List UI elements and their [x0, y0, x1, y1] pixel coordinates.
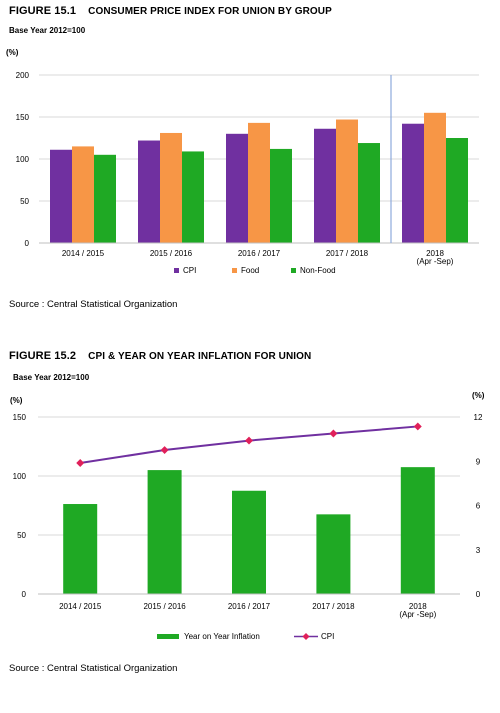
bar-cpi [226, 133, 248, 243]
legend-swatch-inflation [157, 634, 179, 639]
left-y-tick-label: 0 [22, 590, 27, 599]
legend-marker-cpi [302, 632, 310, 641]
bar-food [72, 146, 94, 243]
bar-non-food [358, 143, 380, 243]
cpi-line [80, 425, 418, 465]
x-tick-label: (Apr -Sep) [417, 257, 454, 266]
x-tick-label: 2015 / 2016 [150, 249, 193, 258]
legend-label: Food [241, 266, 259, 275]
cpi-point [245, 436, 253, 445]
legend-label: CPI [321, 632, 334, 641]
figure-1-number: FIGURE 15.1 [9, 5, 77, 17]
x-tick-label: 2014 / 2015 [62, 249, 105, 258]
cpi-point [329, 429, 338, 438]
x-tick-label: 2018 [409, 602, 427, 611]
bar-inflation [316, 514, 351, 594]
bar-inflation [232, 490, 266, 594]
figure-2-base-note: Base Year 2012=100 [13, 373, 90, 382]
x-tick-label: 2018 [426, 249, 444, 258]
cpi-point [76, 459, 85, 467]
cpi-inflation-chart: (%) (%) 0 50 100 150 0 3 6 9 12 2014 / 2015 2015 / 2… [10, 391, 485, 641]
y-tick-label: 100 [16, 155, 30, 164]
figure-2-number: FIGURE 15.2 [9, 350, 77, 362]
y-tick-label: 50 [20, 197, 29, 206]
right-y-tick-label: 0 [476, 590, 481, 599]
legend-swatch [291, 268, 296, 273]
figure-1-title: FIGURE 15.1 CONSUMER PRICE INDEX FOR UNIO… [9, 5, 332, 17]
figure-2-title: FIGURE 15.2 CPI & YEAR ON YEAR INFLATION … [9, 350, 311, 362]
x-tick-label: 2016 / 2017 [238, 249, 281, 258]
x-tick-label: (Apr -Sep) [399, 610, 436, 619]
bar-cpi [138, 140, 160, 243]
bar-inflation [400, 467, 435, 594]
cpi-by-group-chart: (%) 0 50 100 150 200 2014 / 2015 2015 / 2016 201… [6, 48, 479, 275]
y-axis-unit: (%) [6, 48, 19, 57]
left-y-tick-label: 150 [13, 413, 27, 422]
x-tick-label: 2017 / 2018 [312, 602, 355, 611]
right-y-tick-label: 9 [476, 457, 481, 466]
left-y-tick-label: 100 [13, 472, 27, 481]
x-tick-label: 2015 / 2016 [143, 602, 186, 611]
bar-food [160, 132, 182, 243]
x-tick-label: 2014 / 2015 [59, 602, 102, 611]
bar-inflation [63, 504, 98, 594]
cpi-point [413, 422, 422, 431]
bar-food [336, 119, 358, 243]
y-tick-label: 0 [25, 239, 30, 248]
legend-label: Year on Year Inflation [184, 632, 260, 641]
figure-2-title-text: CPI & YEAR ON YEAR INFLATION FOR UNION [88, 351, 312, 362]
left-axis-unit: (%) [10, 396, 23, 405]
bar-non-food [94, 154, 116, 243]
bar-cpi [314, 128, 336, 243]
x-tick-label: 2016 / 2017 [228, 602, 271, 611]
bar-non-food [270, 148, 292, 243]
right-y-tick-label: 3 [476, 546, 481, 555]
legend-swatch [174, 268, 179, 273]
figure-1-source: Source : Central Statistical Organizatio… [9, 299, 178, 310]
legend-label: CPI [183, 266, 196, 275]
left-y-tick-label: 50 [17, 531, 26, 540]
legend-swatch [232, 268, 237, 273]
bar-food [248, 122, 270, 243]
bar-cpi [50, 149, 72, 243]
figure-1-base-note: Base Year 2012=100 [9, 26, 86, 35]
figure-1-title-text: CONSUMER PRICE INDEX FOR UNION BY GROUP [88, 6, 332, 17]
bar-inflation [147, 470, 182, 594]
y-tick-label: 200 [16, 71, 30, 80]
bar-cpi [402, 123, 424, 243]
legend-label: Non-Food [300, 266, 336, 275]
right-y-tick-label: 12 [474, 413, 483, 422]
bar-food [424, 112, 446, 243]
right-axis-unit: (%) [472, 391, 485, 400]
bar-non-food [446, 138, 468, 243]
y-tick-label: 150 [16, 113, 30, 122]
right-y-tick-label: 6 [476, 502, 481, 511]
bar-non-food [182, 151, 204, 243]
x-tick-label: 2017 / 2018 [326, 249, 369, 258]
figure-2-source: Source : Central Statistical Organizatio… [9, 663, 178, 674]
cpi-point [160, 446, 169, 454]
